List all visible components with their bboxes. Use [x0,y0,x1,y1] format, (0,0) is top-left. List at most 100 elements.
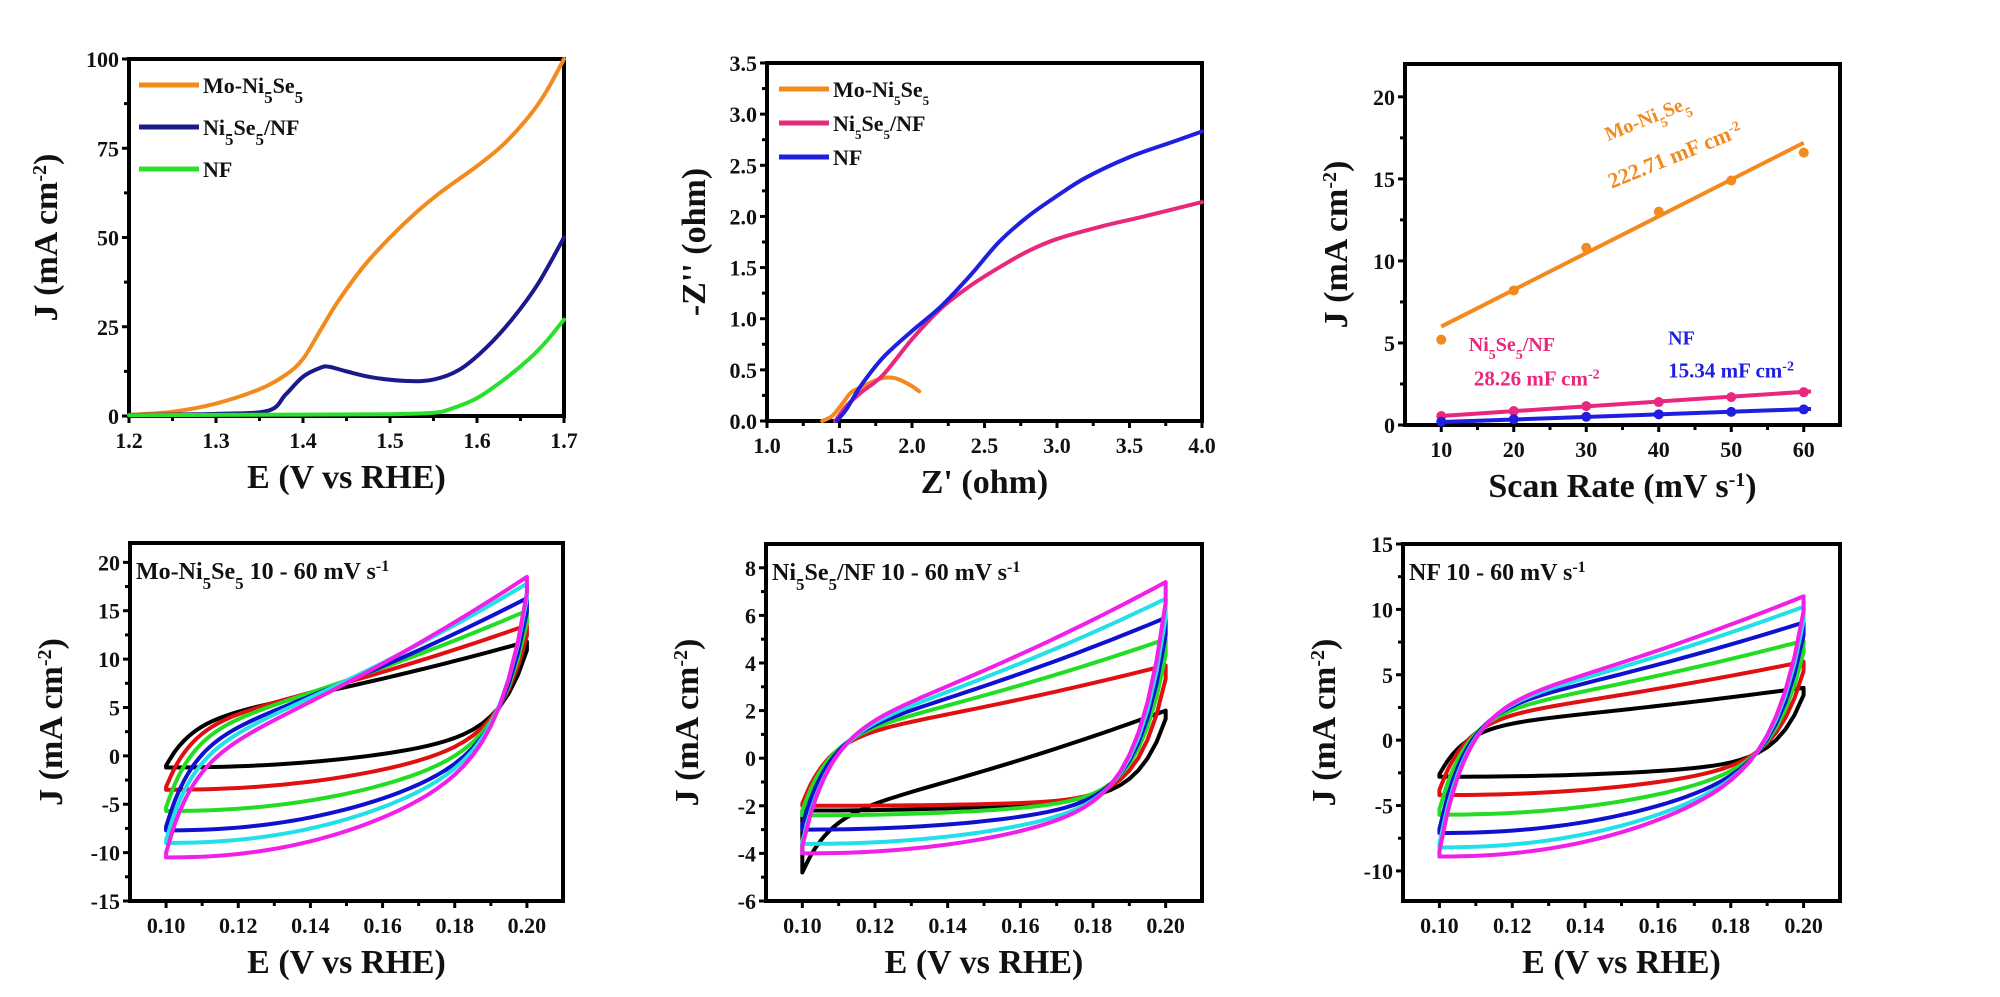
cv-loop-10-mv-s [1437,685,1806,779]
y-tick-label: 4 [745,651,756,676]
cv-loop-20-mv-s [1437,659,1806,798]
legend-label: NF [203,157,232,182]
data-point-mo-ni5se5 [1798,147,1809,158]
x-tick-label: 0.10 [783,913,822,938]
fit-line-mo-ni5se5 [1440,140,1805,329]
x-tick-label: 0.18 [1712,913,1751,938]
x-tick-label: 10 [1430,437,1452,462]
x-tick-label: 1.0 [753,433,781,458]
data-point-nf [1653,409,1664,420]
data-point-nf [1726,406,1737,417]
x-axis-title: E (V vs RHE) [247,944,446,981]
x-tick-label: 3.0 [1043,433,1071,458]
y-tick-label: 3.5 [730,51,758,76]
annotation-capacitance-ni5se5-nf: 28.26 mF cm-2 [1474,367,1600,391]
y-tick-label: 2.0 [730,204,758,229]
data-point-ni5se5-nf [1653,397,1664,408]
cv-loop-30-mv-s [1437,638,1806,817]
y-axis-title: J (mA cm-2) [28,154,65,322]
y-tick-label: 0 [745,746,756,771]
cv-loop-60-mv-s [164,574,529,860]
panel-cv-ni5se5-nf: 0.10 0.12 0.14 0.16 0.18 0.20 -6 -4 -2 0 2 4 6 8 E (V … [669,542,1204,981]
y-tick-label: 8 [745,556,756,581]
x-tick-label: 0.12 [219,913,258,938]
y-tick-label: 25 [97,315,119,340]
y-tick-label: 0 [1382,728,1393,753]
y-tick-label: 0.5 [730,358,758,383]
y-tick-label: -6 [738,889,756,914]
cv-loop-20-mv-s [164,623,529,792]
y-tick-label: 10 [1373,249,1395,274]
y-tick-label: 10 [1371,597,1393,622]
x-tick-label: 1.2 [115,428,143,453]
x-tick-label: 0.14 [291,913,330,938]
x-tick-label: 0.16 [363,913,402,938]
y-tick-label: 20 [98,550,120,575]
cv-loop-30-mv-s [164,608,529,814]
y-tick-label: -5 [102,792,120,817]
y-tick-label: 5 [109,695,120,720]
data-point-mo-ni5se5 [1581,242,1592,253]
x-axis-title: E (V vs RHE) [885,944,1084,981]
y-tick-label: 1.5 [730,256,758,281]
annotation-label-nf: NF [1668,328,1695,350]
data-point-nf [1508,414,1519,425]
x-tick-label: 0.12 [1493,913,1532,938]
x-axis-title: Z' (ohm) [921,464,1049,501]
y-tick-label: 0.0 [730,409,758,434]
y-tick-label: -2 [738,794,756,819]
cv-loop-60-mv-s [800,580,1168,856]
x-tick-label: 1.7 [550,428,578,453]
cv-loop-50-mv-s [164,581,529,845]
y-tick-label: -5 [1375,794,1393,819]
data-point-ni5se5-nf [1508,406,1519,417]
y-axis-title: J (mA cm-2) [669,639,706,807]
y-tick-label: 15 [98,599,120,624]
y-tick-label: 1.0 [730,307,758,332]
y-axis-title: -Z'' (ohm) [676,168,713,316]
y-tick-label: -15 [91,889,120,914]
fit-line-ni5se5-nf [1441,389,1812,418]
legend-label: Ni5Se5/NF [203,115,299,149]
data-point-ni5se5-nf [1726,392,1737,403]
cv-loop-20-mv-s [800,663,1168,808]
y-tick-label: 2.5 [730,153,758,178]
series-line-nf [834,129,1204,423]
panel-title: Mo-Ni5Se5 10 - 60 mV s-1 [136,558,389,593]
x-tick-label: 1.5 [376,428,404,453]
x-tick-label: 4.0 [1188,433,1216,458]
cv-loop-60-mv-s [1437,594,1806,859]
data-point-ni5se5-nf [1581,401,1592,412]
y-tick-label: 15 [1371,532,1393,557]
cv-loop-40-mv-s [800,615,1168,832]
data-point-ni5se5-nf [1798,387,1809,398]
x-tick-label: 0.20 [1784,913,1823,938]
x-tick-label: 0.20 [1146,913,1185,938]
cv-loop-10-mv-s [164,639,529,770]
x-tick-label: 0.20 [508,913,547,938]
y-tick-label: -4 [738,841,756,866]
plot-frame [127,57,566,418]
y-tick-label: 0 [1384,413,1395,438]
x-axis-title: Scan Rate (mV s-1) [1488,468,1756,505]
x-tick-label: 0.14 [928,913,967,938]
series-line-mo-ni5se5 [820,375,922,423]
legend-label: NF [833,145,862,170]
fit-line-nf [1441,406,1812,425]
y-tick-label: -10 [91,841,120,866]
x-tick-label: 3.5 [1116,433,1144,458]
x-tick-label: 2.0 [898,433,926,458]
panel-title: Ni5Se5/NF 10 - 60 mV s-1 [772,559,1020,594]
x-tick-label: 20 [1503,437,1525,462]
x-tick-label: 2.5 [971,433,999,458]
annotation-capacitance-nf: 15.34 mF cm-2 [1668,358,1794,382]
x-tick-label: 50 [1720,437,1742,462]
x-tick-label: 0.16 [1001,913,1040,938]
x-tick-label: 0.12 [856,913,895,938]
x-tick-label: 1.6 [463,428,491,453]
legend-label: Mo-Ni5Se5 [833,77,930,108]
panel-cdl-scan-rate: 10 20 30 40 50 60 0 5 10 15 20 Scan Rate (mV s-1) J … [1318,62,1842,505]
y-axis-title: J (mA cm-2) [33,638,70,806]
data-point-mo-ni5se5 [1436,334,1447,345]
